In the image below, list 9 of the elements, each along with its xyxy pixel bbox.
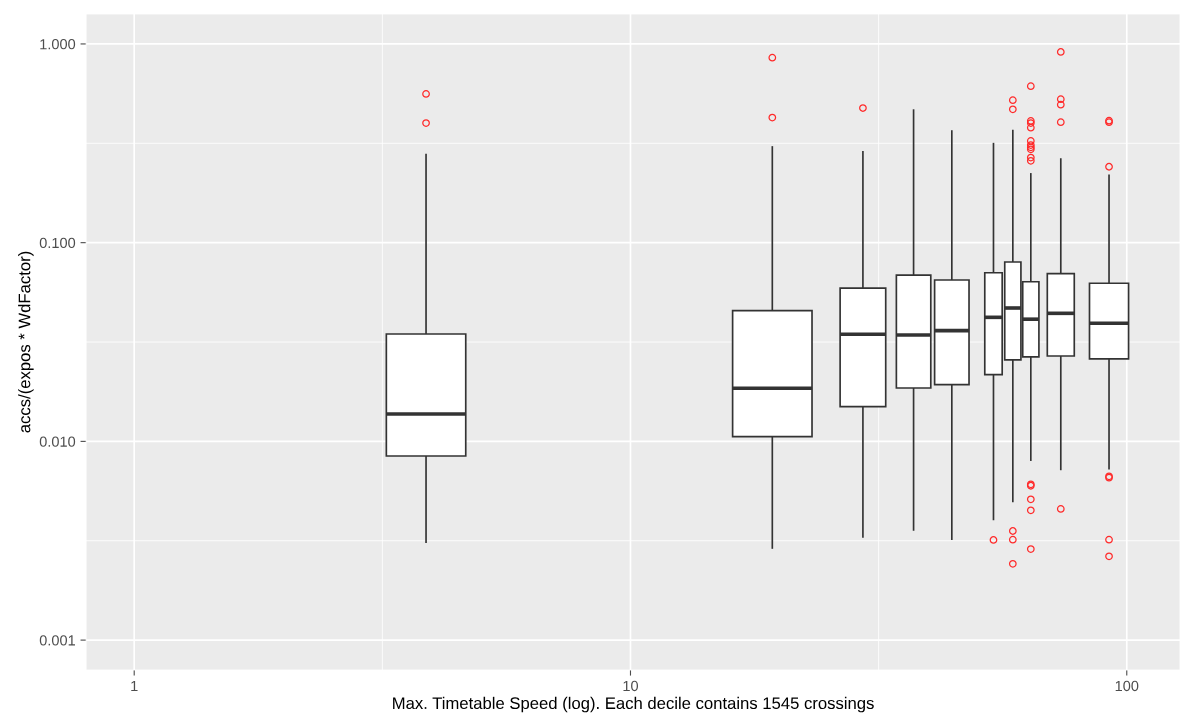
y-tick-label: 0.100	[39, 237, 76, 249]
y-tick-label: 0.010	[39, 436, 76, 447]
y-tick-label: 0.001	[39, 635, 75, 646]
x-tick-label: 100	[1115, 680, 1139, 692]
x-axis-title: Max. Timetable Speed (log). Each decile contains 1545 crossings	[393, 696, 874, 713]
y-tick-label: 1.000	[40, 39, 76, 50]
x-tick-label: 10	[623, 680, 639, 692]
y-axis-title: accs/(expos * WdFactor)	[18, 251, 34, 433]
x-tick-label: 1	[131, 680, 138, 692]
